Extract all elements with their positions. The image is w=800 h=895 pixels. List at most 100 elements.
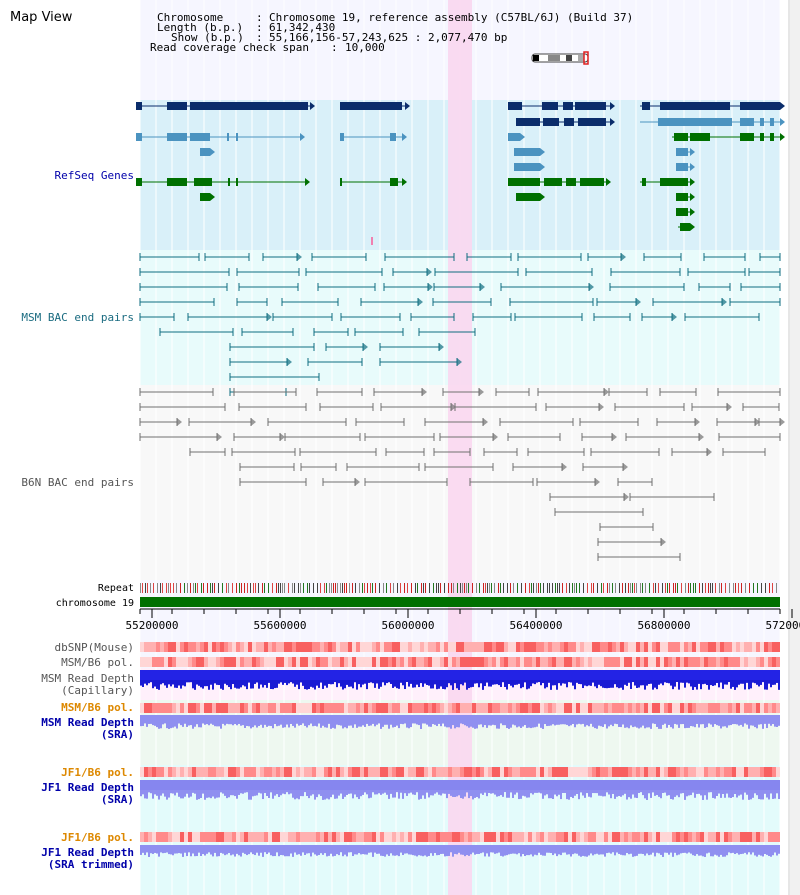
bac-arrow[interactable] xyxy=(479,388,484,396)
bac-arrow[interactable] xyxy=(480,283,485,291)
gene-strand-arrow[interactable] xyxy=(690,193,695,201)
gene-strand-arrow[interactable] xyxy=(210,148,215,156)
gene-strand-arrow[interactable] xyxy=(690,148,695,156)
gene-exon[interactable] xyxy=(676,163,688,171)
gene-exon[interactable] xyxy=(200,193,210,201)
gene-exon[interactable] xyxy=(770,133,774,141)
gene-strand-arrow[interactable] xyxy=(780,102,785,110)
bac-arrow[interactable] xyxy=(604,388,609,396)
gene-exon[interactable] xyxy=(770,118,774,126)
gene-exon[interactable] xyxy=(340,102,402,110)
gene-exon[interactable] xyxy=(760,118,764,126)
gene-exon[interactable] xyxy=(508,133,520,141)
bac-arrow[interactable] xyxy=(755,418,760,426)
bac-arrow[interactable] xyxy=(451,403,456,411)
gene-strand-arrow[interactable] xyxy=(540,148,545,156)
bac-arrow[interactable] xyxy=(217,433,222,441)
gene-exon[interactable] xyxy=(674,133,688,141)
gene-exon[interactable] xyxy=(167,133,187,141)
gene-exon[interactable] xyxy=(563,102,573,110)
chromosome-ideogram[interactable] xyxy=(531,51,589,65)
gene-exon[interactable] xyxy=(658,118,732,126)
bac-arrow[interactable] xyxy=(707,448,712,456)
gene-exon[interactable] xyxy=(516,193,540,201)
gene-strand-arrow[interactable] xyxy=(310,102,315,110)
gene-exon[interactable] xyxy=(228,178,230,186)
bac-arrow[interactable] xyxy=(722,298,727,306)
bac-arrow[interactable] xyxy=(418,298,423,306)
track-label-repeat[interactable]: Repeat xyxy=(98,583,134,594)
gene-strand-arrow[interactable] xyxy=(606,178,611,186)
track-label-jf1-depth-trim-2[interactable]: (SRA trimmed) xyxy=(48,858,134,871)
bac-arrow[interactable] xyxy=(636,298,641,306)
gene-exon[interactable] xyxy=(236,133,238,141)
gene-strand-arrow[interactable] xyxy=(780,118,785,126)
gene-strand-arrow[interactable] xyxy=(402,178,407,186)
track-label-msm-depth-sra-2[interactable]: (SRA) xyxy=(101,728,134,741)
bac-arrow[interactable] xyxy=(483,418,488,426)
track-label-jf1-depth-sra-1[interactable]: JF1 Read Depth xyxy=(41,781,134,794)
track-label-msm-b6-pol-1[interactable]: MSM/B6 pol. xyxy=(61,656,134,669)
gene-strand-arrow[interactable] xyxy=(610,102,615,110)
gene-exon[interactable] xyxy=(136,178,142,186)
bac-arrow[interactable] xyxy=(427,268,432,276)
gene-exon[interactable] xyxy=(660,178,688,186)
selection-highlight[interactable] xyxy=(448,0,472,895)
gene-strand-arrow[interactable] xyxy=(402,133,407,141)
gene-strand-arrow[interactable] xyxy=(690,163,695,171)
track-label-msm-bac[interactable]: MSM BAC end pairs xyxy=(21,311,134,324)
gene-exon[interactable] xyxy=(136,133,142,141)
gene-exon[interactable] xyxy=(516,118,540,126)
track-label-dbsnp[interactable]: dbSNP(Mouse) xyxy=(55,641,134,654)
bac-arrow[interactable] xyxy=(562,463,567,471)
gene-exon[interactable] xyxy=(508,102,522,110)
bac-arrow[interactable] xyxy=(623,463,628,471)
track-label-chromosome[interactable]: chromosome 19 xyxy=(56,598,134,609)
gene-exon[interactable] xyxy=(676,208,688,216)
gene-exon[interactable] xyxy=(680,223,690,231)
gene-exon[interactable] xyxy=(194,178,212,186)
track-label-b6n-bac[interactable]: B6N BAC end pairs xyxy=(21,476,134,489)
bac-arrow[interactable] xyxy=(599,403,604,411)
gene-exon[interactable] xyxy=(580,178,604,186)
bac-arrow[interactable] xyxy=(280,433,285,441)
gene-exon[interactable] xyxy=(544,178,562,186)
bac-arrow[interactable] xyxy=(672,313,677,321)
gene-exon[interactable] xyxy=(566,178,576,186)
gene-exon[interactable] xyxy=(136,102,142,110)
gene-strand-arrow[interactable] xyxy=(300,133,305,141)
gene-exon[interactable] xyxy=(514,163,540,171)
track-label-msm-depth-cap-2[interactable]: (Capillary) xyxy=(61,684,134,697)
gene-exon[interactable] xyxy=(564,118,574,126)
gene-exon[interactable] xyxy=(542,102,558,110)
bac-arrow[interactable] xyxy=(355,478,360,486)
gene-exon[interactable] xyxy=(340,178,342,186)
gene-strand-arrow[interactable] xyxy=(690,223,695,231)
bac-arrow[interactable] xyxy=(439,343,444,351)
gene-strand-arrow[interactable] xyxy=(405,102,410,110)
gene-exon[interactable] xyxy=(676,193,688,201)
gene-exon[interactable] xyxy=(740,118,754,126)
bac-arrow[interactable] xyxy=(589,283,594,291)
gene-exon[interactable] xyxy=(390,133,396,141)
bac-arrow[interactable] xyxy=(612,433,617,441)
gene-exon[interactable] xyxy=(575,102,583,110)
bac-arrow[interactable] xyxy=(624,493,629,501)
bac-arrow[interactable] xyxy=(695,418,700,426)
gene-exon[interactable] xyxy=(690,133,710,141)
gene-marker[interactable] xyxy=(371,237,373,245)
gene-strand-arrow[interactable] xyxy=(690,208,695,216)
gene-strand-arrow[interactable] xyxy=(690,178,695,186)
track-label-refseq[interactable]: RefSeq Genes xyxy=(55,169,134,182)
bac-arrow[interactable] xyxy=(363,343,368,351)
gene-strand-arrow[interactable] xyxy=(520,133,525,141)
bac-arrow[interactable] xyxy=(177,418,182,426)
gene-exon[interactable] xyxy=(167,178,187,186)
gene-exon[interactable] xyxy=(676,148,688,156)
bac-arrow[interactable] xyxy=(699,433,704,441)
gene-exon[interactable] xyxy=(227,133,229,141)
gene-exon[interactable] xyxy=(740,102,780,110)
track-label-jf1-depth-sra-2[interactable]: (SRA) xyxy=(101,793,134,806)
bac-arrow[interactable] xyxy=(780,418,785,426)
gene-exon[interactable] xyxy=(340,133,344,141)
